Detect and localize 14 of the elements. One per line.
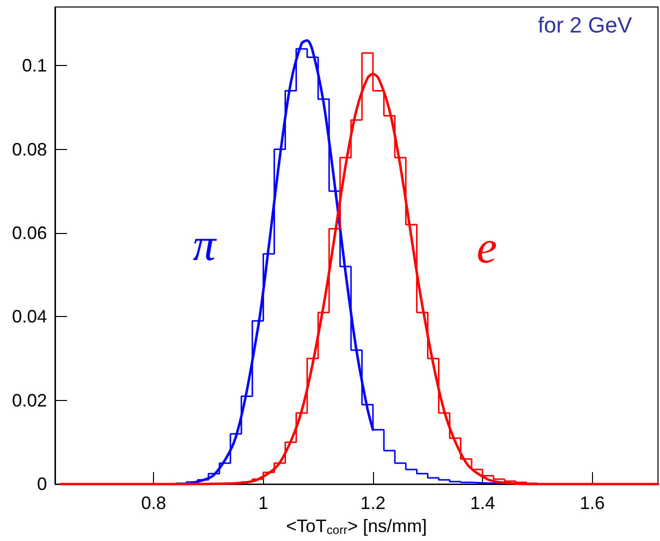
y-tick-label: 0.02 [12, 390, 47, 410]
x-tick-label: 1.2 [360, 493, 386, 514]
x-tick-label: 0.8 [141, 493, 166, 514]
series-label: π [192, 219, 218, 270]
series-label: e [476, 222, 498, 273]
y-tick-label: 0.04 [12, 306, 47, 327]
x-tick-label: 1 [258, 493, 268, 514]
x-tick-label: 1.4 [470, 493, 496, 514]
y-tick-label: 0.1 [22, 56, 47, 76]
x-tick-label: 1.6 [580, 493, 605, 514]
y-tick-label: 0.08 [12, 139, 47, 160]
y-tick-label: 0 [36, 474, 47, 494]
y-tick-label: 0.06 [12, 222, 47, 243]
annotation: for 2 GeV [538, 12, 632, 38]
